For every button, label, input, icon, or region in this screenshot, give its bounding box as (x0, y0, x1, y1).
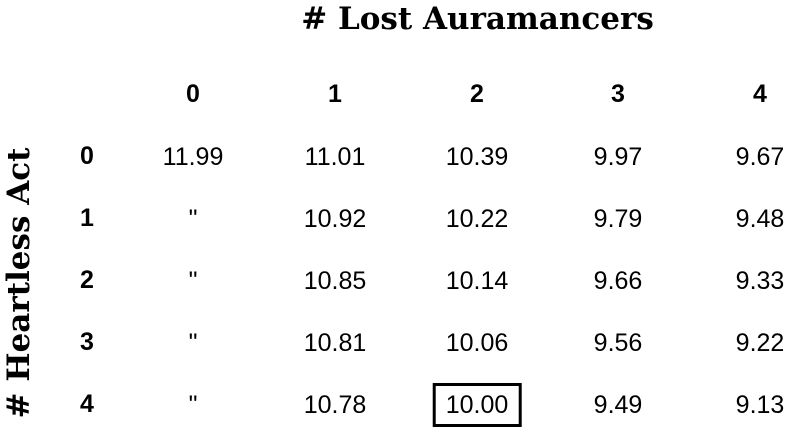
table-cell: 10.39 (445, 143, 509, 171)
row-header: 1 (80, 204, 94, 232)
chart-title: # Lost Auramancers (301, 1, 654, 37)
column-header: 3 (611, 80, 625, 108)
table-cell: 9.48 (735, 205, 785, 233)
table-cell: 10.22 (445, 205, 509, 233)
row-header: 2 (80, 266, 94, 294)
table-cell: 9.66 (593, 267, 643, 295)
row-header: 3 (80, 328, 94, 356)
table-cell: " (188, 205, 198, 233)
table-cell: 10.85 (303, 267, 367, 295)
row-header: 0 (80, 142, 94, 170)
table-cell: 11.01 (304, 143, 366, 171)
table-cell: 9.13 (735, 391, 785, 419)
column-header: 1 (328, 80, 342, 108)
table-cell: 10.81 (303, 329, 367, 357)
table-cell: " (188, 391, 198, 419)
row-axis-label: # Heartless Act (1, 147, 37, 419)
table-cell: 10.78 (303, 391, 367, 419)
table-cell: 9.33 (735, 267, 785, 295)
row-header: 4 (80, 390, 94, 418)
table-cell: 9.56 (593, 329, 643, 357)
highlighted-cell: 10.00 (432, 383, 522, 427)
table-cell: 9.22 (735, 329, 785, 357)
column-header: 2 (470, 80, 484, 108)
table-cell: " (188, 329, 198, 357)
table-cell: 9.67 (735, 143, 785, 171)
table-cell: 10.06 (445, 329, 509, 357)
table-cell: 9.49 (593, 391, 643, 419)
table-cell: 10.92 (303, 205, 367, 233)
table-cell: 9.97 (593, 143, 643, 171)
table-cell: 9.79 (593, 205, 643, 233)
column-header: 0 (186, 80, 200, 108)
table-cell: 10.14 (445, 267, 509, 295)
table-cell: 11.99 (162, 143, 224, 171)
column-header: 4 (753, 80, 767, 108)
table-cell: " (188, 267, 198, 295)
